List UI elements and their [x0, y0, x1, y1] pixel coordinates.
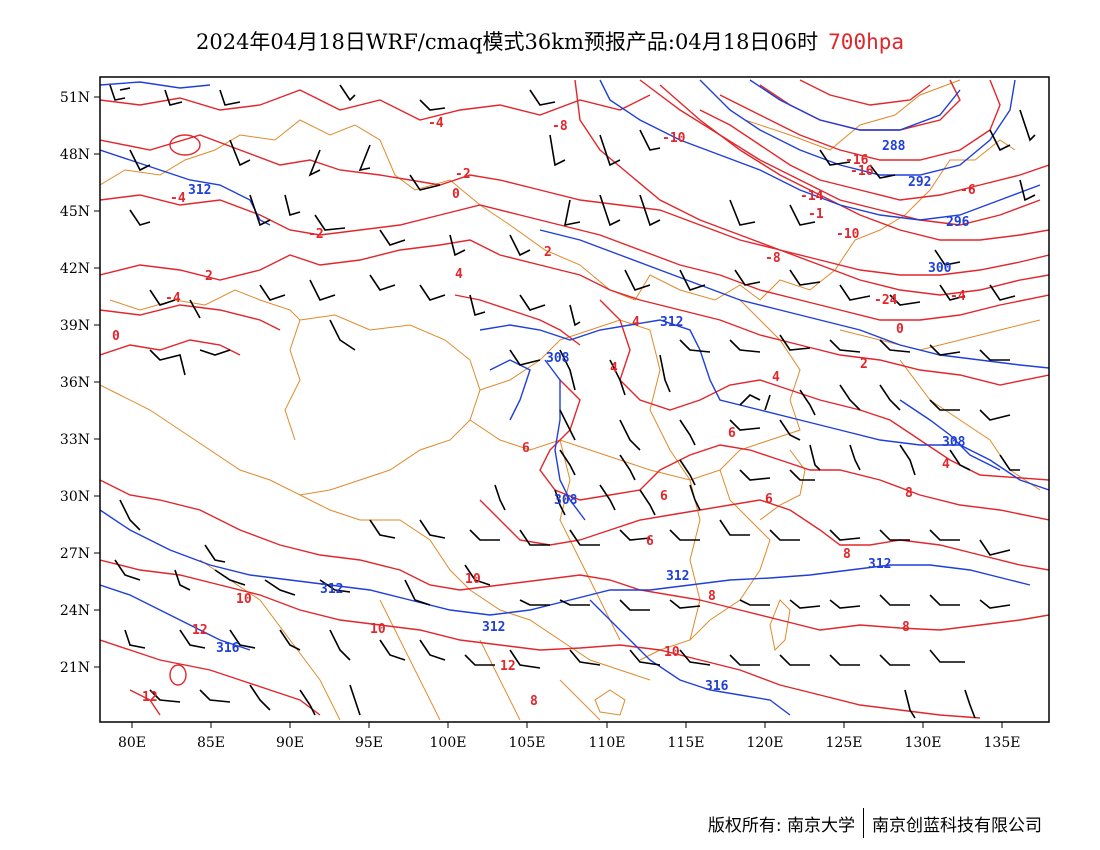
lat-tick-label: 33N [60, 432, 90, 448]
height-label: 292 [908, 175, 931, 190]
footer-divider [863, 808, 864, 838]
temp-label: 4 [942, 457, 950, 472]
lon-axis: 80E 85E 90E 95E 100E 105E 110E 115E 120E… [118, 722, 1021, 751]
temp-label: 0 [452, 187, 460, 202]
temp-label: 4 [632, 315, 640, 330]
lat-tick-label: 39N [60, 318, 90, 334]
height-label: 288 [882, 139, 906, 154]
temp-label: 4 [455, 267, 463, 282]
title-main: 2024年04月18日WRF/cmaq模式36km预报产品:04月18日06时 [195, 30, 819, 54]
lat-tick-label: 27N [60, 546, 90, 562]
temp-label: 0 [112, 329, 120, 344]
temp-label: 10 [370, 622, 386, 637]
temp-label: 10 [664, 645, 680, 660]
height-label: 308 [554, 493, 578, 508]
lat-tick-label: 24N [60, 603, 90, 619]
temp-label: 2 [544, 245, 552, 260]
wind-barbs [109, 84, 1036, 719]
lat-tick-label: 42N [60, 261, 90, 277]
temp-label: -2 [308, 227, 324, 242]
lat-axis: 51N 48N 45N 42N 39N 36N 33N 30N 27N 24N … [60, 90, 100, 676]
temp-label: -16 [845, 153, 869, 168]
map-title: 2024年04月18日WRF/cmaq模式36km预报产品:04月18日06时 7… [0, 26, 1100, 56]
temp-label: 6 [728, 426, 736, 441]
height-label: 312 [660, 315, 683, 330]
temp-label: -10 [836, 227, 860, 242]
temp-label: 0 [896, 322, 904, 337]
height-label: 316 [216, 641, 240, 656]
lon-tick-label: 80E [118, 735, 146, 751]
height-label: 312 [482, 620, 505, 635]
temp-label: -4 [165, 291, 181, 306]
height-label: 300 [928, 261, 952, 276]
temp-label: -6 [960, 183, 976, 198]
temp-label: -16 [850, 164, 874, 179]
temp-label: -4 [950, 289, 966, 304]
temp-label: -10 [662, 131, 686, 146]
temp-label: 12 [142, 690, 158, 705]
height-label: 312 [666, 569, 689, 584]
temp-label: -1 [808, 207, 824, 222]
lat-tick-label: 48N [60, 147, 90, 163]
lat-tick-label: 30N [60, 489, 90, 505]
height-label: 296 [946, 215, 970, 230]
lat-tick-label: 36N [60, 375, 90, 391]
temp-label: 8 [902, 620, 910, 635]
temp-label: -8 [765, 251, 781, 266]
copyright-company: 南京创蓝科技有限公司 [872, 815, 1042, 836]
lon-tick-label: 95E [355, 735, 383, 751]
temp-label: -4 [170, 191, 186, 206]
temp-label: 10 [465, 572, 481, 587]
temp-label: 6 [765, 492, 773, 507]
temp-label: 6 [646, 534, 654, 549]
temp-label: 8 [905, 486, 913, 501]
height-label: 308 [546, 351, 570, 366]
temp-label: 6 [660, 489, 668, 504]
height-label: 312 [868, 557, 891, 572]
height-label: 312 [188, 183, 211, 198]
lat-tick-label: 45N [60, 204, 90, 220]
height-label: 308 [942, 435, 966, 450]
temp-label: -8 [552, 119, 568, 134]
temp-label: 8 [708, 589, 716, 604]
copyright-owner: 版权所有: 南京大学 [707, 815, 855, 836]
lon-tick-label: 120E [747, 735, 784, 751]
temp-label: 10 [236, 592, 252, 607]
temp-label: 2 [860, 357, 868, 372]
lon-tick-label: 130E [905, 735, 942, 751]
lon-tick-label: 135E [984, 735, 1021, 751]
lon-tick-label: 115E [668, 735, 705, 751]
temperature-contours [100, 79, 1049, 719]
temp-label: -24 [874, 293, 898, 308]
lon-tick-label: 100E [430, 735, 467, 751]
pressure-level: 700hpa [828, 30, 905, 54]
temp-label: -2 [455, 167, 471, 182]
lon-tick-label: 110E [589, 735, 626, 751]
temp-label: 12 [192, 623, 208, 638]
temp-label: -4 [428, 116, 444, 131]
height-label: 316 [705, 679, 729, 694]
temp-label: -14 [800, 189, 824, 204]
plot-frame [99, 76, 1050, 723]
temp-label: 8 [843, 547, 851, 562]
temp-label: 4 [610, 361, 618, 376]
temp-label: 6 [522, 441, 530, 456]
temp-label: 12 [500, 659, 516, 674]
geopotential-labels: 288 292 296 300 312 312 308 308 308 312 … [188, 139, 970, 694]
lat-tick-label: 21N [60, 660, 90, 676]
lon-tick-label: 125E [826, 735, 863, 751]
temp-label: 2 [205, 269, 213, 284]
lat-tick-label: 51N [60, 90, 90, 106]
copyright-footer: 版权所有: 南京大学 南京创蓝科技有限公司 [708, 808, 1042, 838]
temp-label: 8 [530, 694, 538, 709]
height-label: 312 [320, 582, 343, 597]
lon-tick-label: 85E [197, 735, 225, 751]
lon-tick-label: 105E [509, 735, 546, 751]
border-lines [100, 79, 1041, 721]
temperature-labels: -4 -8 -10 -16 -16 -14 -1 -10 -8 -6 -24 -… [112, 116, 976, 709]
lon-tick-label: 90E [276, 735, 304, 751]
temp-label: 4 [772, 370, 780, 385]
